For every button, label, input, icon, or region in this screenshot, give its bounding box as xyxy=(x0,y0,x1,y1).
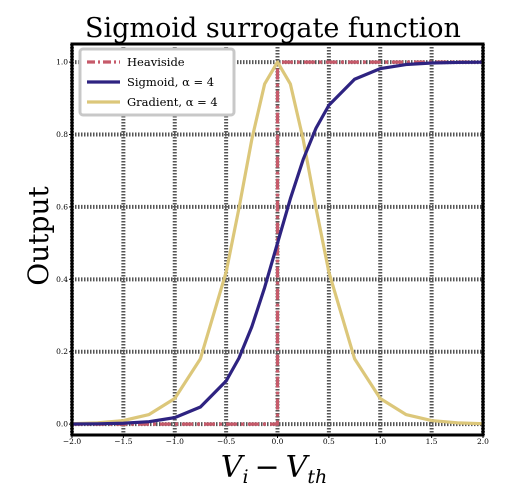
y-tick-label: 1.0 xyxy=(56,58,68,67)
x-tick-label: 1.0 xyxy=(374,437,386,446)
y-tick-label: 0.2 xyxy=(56,347,68,356)
x-tick-label: −1.5 xyxy=(114,437,132,446)
y-tick-label: 0.0 xyxy=(56,420,68,429)
x-axis-label: Vi − Vth xyxy=(221,450,327,488)
x-tick-label: 0.5 xyxy=(323,437,335,446)
x-tick-label: 0.0 xyxy=(272,437,284,446)
series-line-gradient xyxy=(71,60,484,426)
x-axis-label-v2: V xyxy=(286,450,311,485)
legend: Heaviside Sigmoid, α = 4 Gradient, α = 4 xyxy=(78,47,236,117)
legend-label-gradient: Gradient, α = 4 xyxy=(127,95,218,109)
x-axis-label-v1: V xyxy=(221,450,246,485)
x-tick-label: −0.5 xyxy=(217,437,235,446)
x-axis-label-sub-th: th xyxy=(307,466,327,488)
x-axis-label-minus: − xyxy=(255,450,280,485)
x-tick-label: −2.0 xyxy=(63,437,81,446)
series-line-sigmoid xyxy=(71,60,484,426)
x-tick-label: 2.0 xyxy=(477,437,489,446)
x-axis-label-sub-i: i xyxy=(242,466,248,488)
legend-label-heaviside: Heaviside xyxy=(127,55,185,69)
y-axis-label: Output xyxy=(22,186,55,286)
y-tick-label: 0.8 xyxy=(56,130,68,139)
legend-box xyxy=(78,47,236,117)
y-tick-label: 0.4 xyxy=(56,275,68,284)
x-tick-label: 1.5 xyxy=(426,437,438,446)
y-tick-label: 0.6 xyxy=(56,202,68,211)
chart-title: Sigmoid surrogate function xyxy=(85,13,461,44)
plot-area: −2.0 −1.5 −1.0 −0.5 0.0 0.5 1.0 1.5 2.0 0.0 0.2 0.4… xyxy=(56,42,489,446)
legend-label-sigmoid: Sigmoid, α = 4 xyxy=(127,75,214,89)
x-tick-label: −1.0 xyxy=(166,437,184,446)
